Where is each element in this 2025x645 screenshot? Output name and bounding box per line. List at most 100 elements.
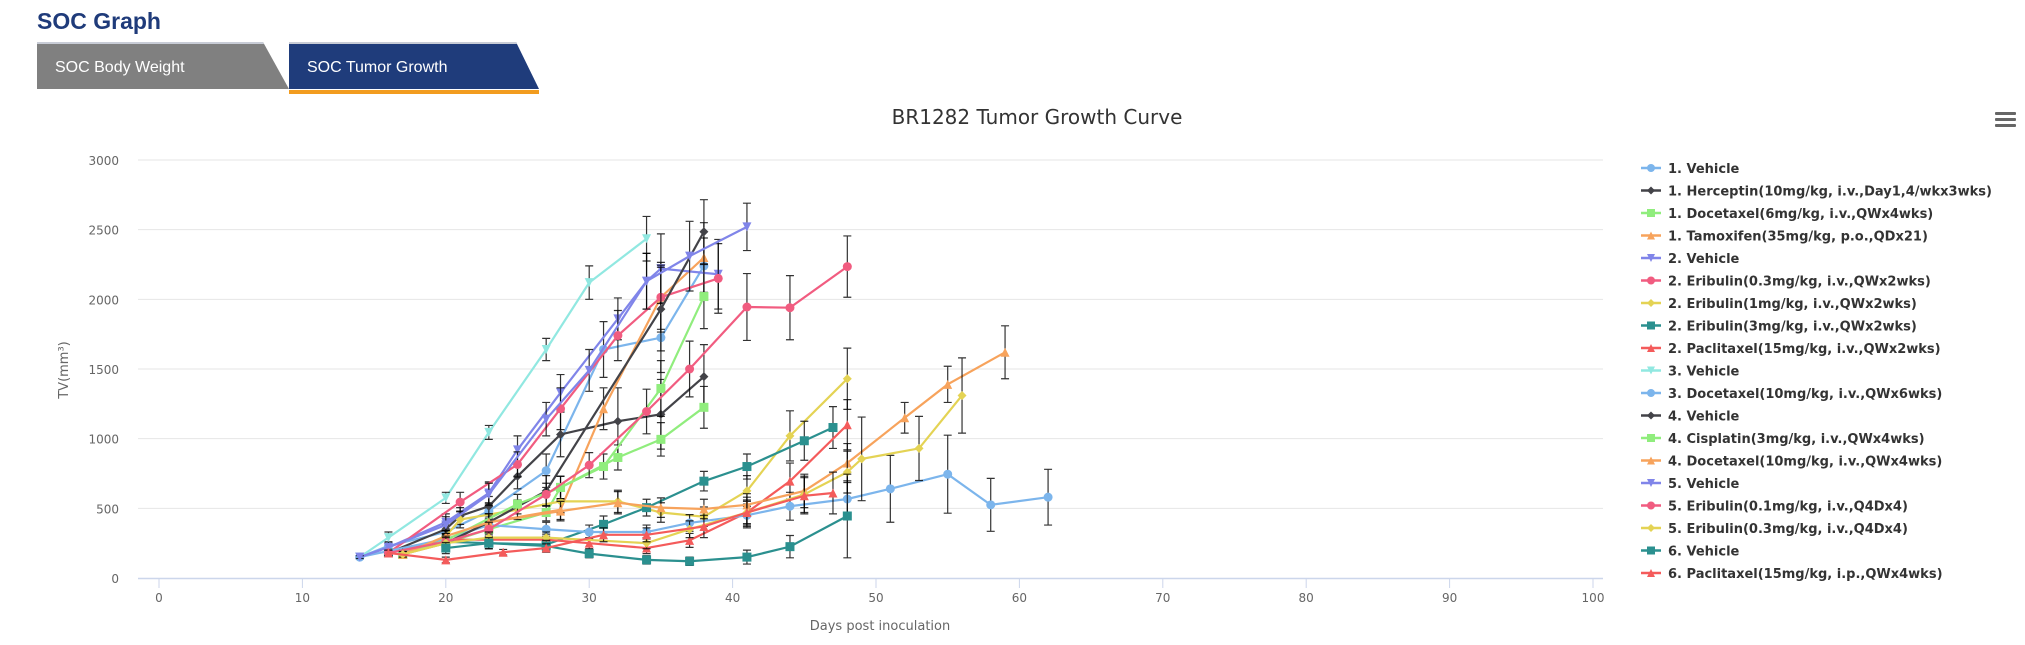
legend-diamond-icon — [1647, 186, 1655, 195]
data-point — [599, 530, 609, 540]
legend-item[interactable]: 2. Eribulin(3mg/kg, i.v.,QWx2wks) — [1641, 320, 1917, 335]
x-axis-title: Days post inoculation — [810, 619, 950, 634]
legend-item[interactable]: 2. Vehicle — [1641, 252, 1740, 267]
data-point — [584, 365, 594, 375]
legend-item[interactable]: 1. Herceptin(10mg/kg, i.v.,Day1,4/wkx3wk… — [1641, 185, 1992, 200]
data-point — [685, 556, 695, 566]
legend-label: 5. Vehicle — [1668, 477, 1740, 492]
data-point — [914, 443, 924, 453]
data-point — [584, 278, 594, 288]
data-point — [656, 384, 666, 394]
data-point — [785, 542, 795, 552]
legend-item[interactable]: 2. Paclitaxel(15mg/kg, i.v.,QWx2wks) — [1641, 342, 1941, 357]
series-line — [388, 426, 834, 554]
data-point — [900, 413, 910, 423]
legend-circle-icon — [1647, 276, 1655, 285]
data-point — [599, 404, 609, 414]
legend-item[interactable]: 1. Docetaxel(6mg/kg, i.v.,QWx4wks) — [1641, 207, 1933, 222]
tab-soc-tumor-growth[interactable]: SOC Tumor Growth — [289, 42, 539, 89]
data-point — [742, 462, 752, 472]
legend-diamond-icon — [1647, 524, 1655, 532]
data-point — [742, 222, 752, 232]
legend-triangle-down-icon — [1647, 366, 1655, 375]
legend-item[interactable]: 1. Tamoxifen(35mg/kg, p.o.,QDx21) — [1641, 230, 1928, 245]
gridlines — [138, 159, 1603, 509]
x-tick-label: 100 — [1582, 591, 1605, 605]
legend-item[interactable]: 5. Eribulin(0.1mg/kg, i.v.,Q4Dx4) — [1641, 500, 1908, 515]
x-tick-label: 60 — [1012, 591, 1027, 605]
legend-item[interactable]: 5. Eribulin(0.3mg/kg, i.v.,Q4Dx4) — [1641, 522, 1908, 537]
legend-triangle-icon — [1647, 344, 1655, 352]
data-point — [699, 476, 709, 486]
data-point — [484, 489, 494, 499]
legend-item[interactable]: 2. Eribulin(1mg/kg, i.v.,QWx2wks) — [1641, 297, 1917, 312]
legend-item[interactable]: 6. Vehicle — [1641, 545, 1740, 560]
tab-soc-body-weight[interactable]: SOC Body Weight — [37, 42, 289, 89]
legend-label: 3. Docetaxel(10mg/kg, i.v.,QWx6wks) — [1668, 387, 1942, 402]
data-point — [943, 469, 953, 479]
legend-item[interactable]: 2. Eribulin(0.3mg/kg, i.v.,QWx2wks) — [1641, 275, 1931, 290]
data-point — [799, 491, 809, 501]
data-point — [713, 273, 723, 283]
legend-square-icon — [1647, 434, 1655, 442]
legend-triangle-icon — [1647, 231, 1655, 240]
data-point — [613, 331, 623, 341]
data-point — [383, 542, 393, 552]
legend-diamond-icon — [1647, 411, 1655, 420]
data-point — [885, 484, 895, 494]
legend-item[interactable]: 3. Vehicle — [1641, 365, 1740, 380]
y-tick-label: 1000 — [88, 433, 119, 447]
data-point — [541, 466, 551, 476]
series-line — [359, 265, 705, 559]
data-point — [799, 436, 809, 446]
data-point — [541, 344, 551, 354]
legend-item[interactable]: 4. Cisplatin(3mg/kg, i.v.,QWx4wks) — [1641, 432, 1925, 447]
legend-label: 4. Cisplatin(3mg/kg, i.v.,QWx4wks) — [1668, 432, 1925, 447]
data-point — [513, 499, 522, 509]
data-point — [986, 500, 996, 510]
data-point — [785, 303, 795, 313]
legend-label: 1. Tamoxifen(35mg/kg, p.o.,QDx21) — [1668, 230, 1928, 245]
legend-item[interactable]: 6. Paclitaxel(15mg/kg, i.p.,QWx4wks) — [1641, 567, 1943, 582]
legend-circle-icon — [1647, 389, 1655, 397]
data-point — [513, 459, 522, 469]
page-title: SOC Graph — [37, 8, 161, 34]
series-line — [359, 473, 1049, 559]
legend-diamond-icon — [1647, 299, 1655, 307]
data-point — [513, 445, 522, 455]
legend-label: 4. Vehicle — [1668, 410, 1740, 425]
x-tick-label: 30 — [582, 591, 597, 605]
hamburger-menu-icon[interactable] — [1995, 112, 2016, 130]
legend-triangle-down-icon — [1647, 254, 1655, 262]
legend-square-icon — [1647, 321, 1655, 330]
axes: 0 500 1000 1500 2000 2500 3000 0 10 20 30 40 50 60 70 8… — [88, 154, 1604, 605]
data-point — [642, 234, 652, 244]
data-point — [699, 521, 709, 531]
series-1 — [355, 237, 709, 562]
legend-square-icon — [1647, 209, 1655, 217]
data-point — [541, 543, 551, 553]
legend-item[interactable]: 1. Vehicle — [1641, 162, 1740, 177]
data-point — [541, 414, 551, 424]
data-point — [957, 390, 967, 400]
legend-item[interactable]: 4. Docetaxel(10mg/kg, i.v.,QWx4wks) — [1641, 455, 1942, 470]
legend-label: 1. Docetaxel(6mg/kg, i.v.,QWx4wks) — [1668, 207, 1933, 222]
data-point — [857, 454, 867, 464]
data-point — [656, 304, 666, 314]
series-15 — [355, 202, 752, 562]
data-point — [584, 538, 594, 548]
legend-label: 2. Eribulin(0.3mg/kg, i.v.,QWx2wks) — [1668, 275, 1931, 290]
data-point — [441, 520, 451, 530]
data-point — [355, 552, 365, 562]
data-point — [642, 538, 652, 548]
data-point — [441, 543, 451, 553]
data-point — [556, 482, 566, 492]
y-tick-label: 3000 — [88, 154, 119, 168]
data-point — [685, 364, 695, 374]
legend-item[interactable]: 4. Vehicle — [1641, 410, 1740, 425]
legend-item[interactable]: 5. Vehicle — [1641, 477, 1740, 492]
legend-item[interactable]: 3. Docetaxel(10mg/kg, i.v.,QWx6wks) — [1641, 387, 1942, 402]
data-point — [383, 548, 393, 558]
x-tick-label: 20 — [438, 591, 453, 605]
